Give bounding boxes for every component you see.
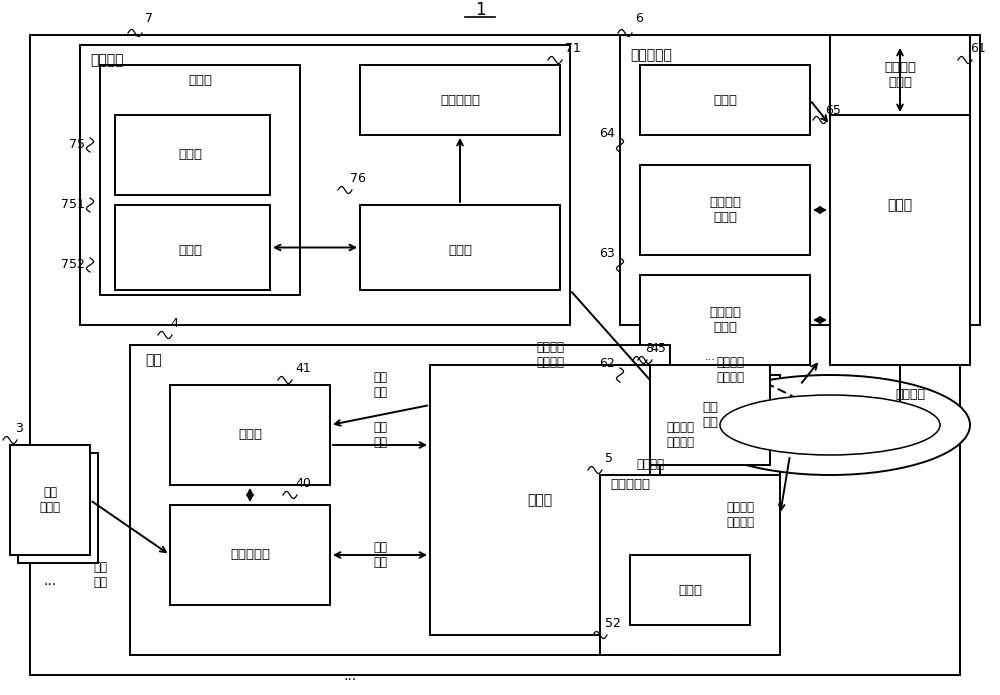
Text: 解析引擎: 解析引擎 [636, 459, 664, 471]
Text: 元数据、
图像数据: 元数据、 图像数据 [666, 421, 694, 449]
Text: 解析引擎: 解析引擎 [895, 389, 925, 402]
Text: 文件服务器: 文件服务器 [610, 478, 650, 491]
Text: ···: ··· [343, 673, 357, 687]
FancyBboxPatch shape [80, 45, 570, 325]
Ellipse shape [720, 395, 940, 455]
Text: 解析引擎
存储部: 解析引擎 存储部 [884, 61, 916, 89]
Text: 6: 6 [635, 12, 643, 25]
Text: 解析部: 解析部 [238, 429, 262, 441]
Text: 5: 5 [605, 452, 613, 465]
FancyBboxPatch shape [115, 115, 270, 195]
Text: 图像
数据: 图像 数据 [373, 541, 387, 569]
Text: 65: 65 [825, 104, 841, 117]
Text: 供给部: 供给部 [887, 198, 913, 212]
Text: 61: 61 [970, 42, 986, 55]
FancyBboxPatch shape [360, 205, 560, 290]
Text: 解析
引擎: 解析 引擎 [373, 371, 387, 399]
Text: 拍摄条件
存储部: 拍摄条件 存储部 [709, 306, 741, 334]
Text: 4: 4 [170, 317, 178, 330]
FancyBboxPatch shape [660, 375, 780, 475]
FancyBboxPatch shape [640, 165, 810, 255]
FancyBboxPatch shape [650, 365, 770, 465]
Text: 元数据、
图像数据: 元数据、 图像数据 [726, 501, 754, 529]
Text: 通信部: 通信部 [448, 243, 472, 256]
Text: 特征
数据: 特征 数据 [373, 421, 387, 449]
Text: 移动
终端: 移动 终端 [702, 401, 718, 429]
Text: 存储部: 存储部 [678, 584, 702, 596]
FancyBboxPatch shape [115, 205, 270, 290]
Text: 62: 62 [599, 357, 615, 370]
Text: 检测对象
存储部: 检测对象 存储部 [709, 196, 741, 224]
FancyBboxPatch shape [170, 385, 330, 485]
Ellipse shape [690, 375, 970, 475]
FancyBboxPatch shape [10, 445, 90, 555]
FancyBboxPatch shape [360, 65, 560, 135]
Text: 图像存储部: 图像存储部 [230, 548, 270, 562]
FancyBboxPatch shape [640, 275, 810, 365]
Text: 3: 3 [15, 422, 23, 435]
FancyBboxPatch shape [30, 35, 960, 675]
Text: 64: 64 [599, 127, 615, 140]
Text: 显示控制部: 显示控制部 [440, 94, 480, 106]
Text: 41: 41 [295, 362, 311, 375]
Text: 76: 76 [350, 172, 366, 185]
Text: 选择部: 选择部 [188, 74, 212, 86]
Text: 71: 71 [565, 42, 581, 55]
Text: 输入部: 输入部 [178, 149, 202, 161]
Text: 设定部: 设定部 [713, 94, 737, 106]
Text: ···: ··· [705, 355, 715, 365]
Text: 元数据、
图像数据: 元数据、 图像数据 [536, 341, 564, 369]
FancyBboxPatch shape [830, 45, 970, 365]
FancyBboxPatch shape [170, 505, 330, 605]
Text: 751: 751 [61, 199, 85, 211]
FancyBboxPatch shape [640, 65, 810, 135]
Text: 40: 40 [295, 477, 311, 490]
FancyBboxPatch shape [100, 65, 300, 295]
FancyBboxPatch shape [18, 453, 98, 563]
Text: 75: 75 [69, 138, 85, 152]
Text: 8: 8 [645, 342, 653, 355]
Text: 7: 7 [145, 12, 153, 25]
FancyBboxPatch shape [600, 475, 780, 655]
Text: 监视
照相机: 监视 照相机 [40, 486, 60, 514]
Text: 1: 1 [475, 1, 485, 19]
Text: 63: 63 [599, 247, 615, 260]
Text: 通信部: 通信部 [527, 493, 553, 507]
Text: 装置: 装置 [145, 353, 162, 367]
FancyBboxPatch shape [830, 35, 970, 115]
Text: 元数据、
图像数据: 元数据、 图像数据 [716, 356, 744, 384]
Text: ···: ··· [43, 578, 57, 592]
FancyBboxPatch shape [630, 555, 750, 625]
Text: 45: 45 [650, 342, 666, 355]
Text: 52: 52 [605, 617, 621, 630]
FancyBboxPatch shape [620, 35, 980, 325]
FancyBboxPatch shape [430, 365, 650, 635]
FancyBboxPatch shape [130, 345, 670, 655]
Text: 检索部: 检索部 [178, 243, 202, 256]
Text: 752: 752 [61, 259, 85, 272]
Text: 图像
数据: 图像 数据 [93, 561, 107, 589]
Text: 分发服务器: 分发服务器 [630, 48, 672, 62]
Text: 监视终端: 监视终端 [90, 53, 124, 67]
